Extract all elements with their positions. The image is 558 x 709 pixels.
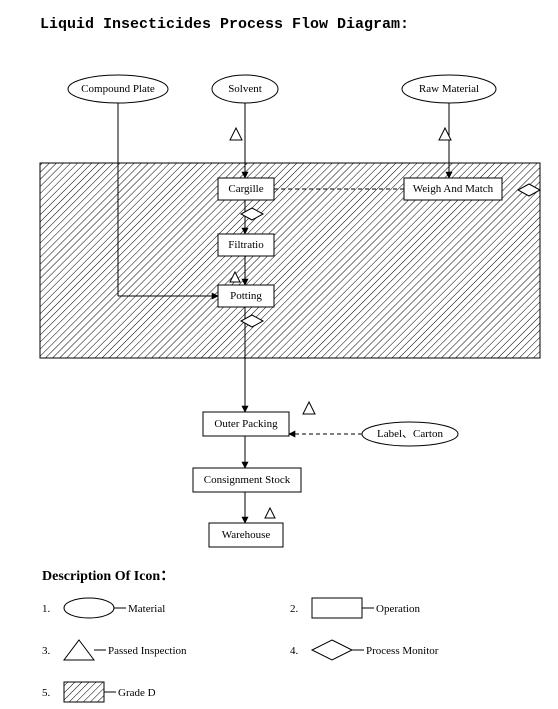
node-label: Potting <box>230 290 262 302</box>
legend-label: Passed Inspection <box>108 645 187 657</box>
node-outer: Outer Packing <box>203 412 289 436</box>
node-weigh: Weigh And Match <box>404 178 502 200</box>
node-label: Solvent <box>228 83 262 95</box>
svg-text:2.: 2. <box>290 603 299 615</box>
node-label_carton: Label、Carton <box>362 422 458 446</box>
node-consign: Consignment Stock <box>193 468 301 492</box>
node-warehouse: Warehouse <box>209 523 283 547</box>
flow-diagram: Liquid Insecticides Process Flow Diagram… <box>0 0 558 709</box>
node-cargille: Cargille <box>218 178 274 200</box>
svg-text:3.: 3. <box>42 645 51 657</box>
node-potting: Potting <box>218 285 274 307</box>
node-label: Filtratio <box>228 239 264 251</box>
svg-text:1.: 1. <box>42 603 51 615</box>
legend-label: Grade D <box>118 687 156 699</box>
title: Liquid Insecticides Process Flow Diagram… <box>40 16 409 33</box>
node-label: Outer Packing <box>214 418 278 430</box>
node-filtration: Filtratio <box>218 234 274 256</box>
node-rawmat: Raw Material <box>402 75 496 103</box>
node-label: Cargille <box>228 183 263 195</box>
legend-title: Description Of Icon： <box>42 569 174 584</box>
node-label: Raw Material <box>419 83 479 95</box>
node-solvent: Solvent <box>212 75 278 103</box>
svg-text:4.: 4. <box>290 645 299 657</box>
node-label: Weigh And Match <box>413 183 494 195</box>
node-label: Compound Plate <box>81 83 155 95</box>
node-compound: Compound Plate <box>68 75 168 103</box>
node-label: Warehouse <box>222 529 271 541</box>
node-label: Label、Carton <box>377 428 443 440</box>
svg-text:5.: 5. <box>42 687 51 699</box>
legend-label: Operation <box>376 603 420 615</box>
legend-label: Process Monitor <box>366 645 439 657</box>
legend-label: Material <box>128 603 165 615</box>
node-label: Consignment Stock <box>204 474 291 486</box>
